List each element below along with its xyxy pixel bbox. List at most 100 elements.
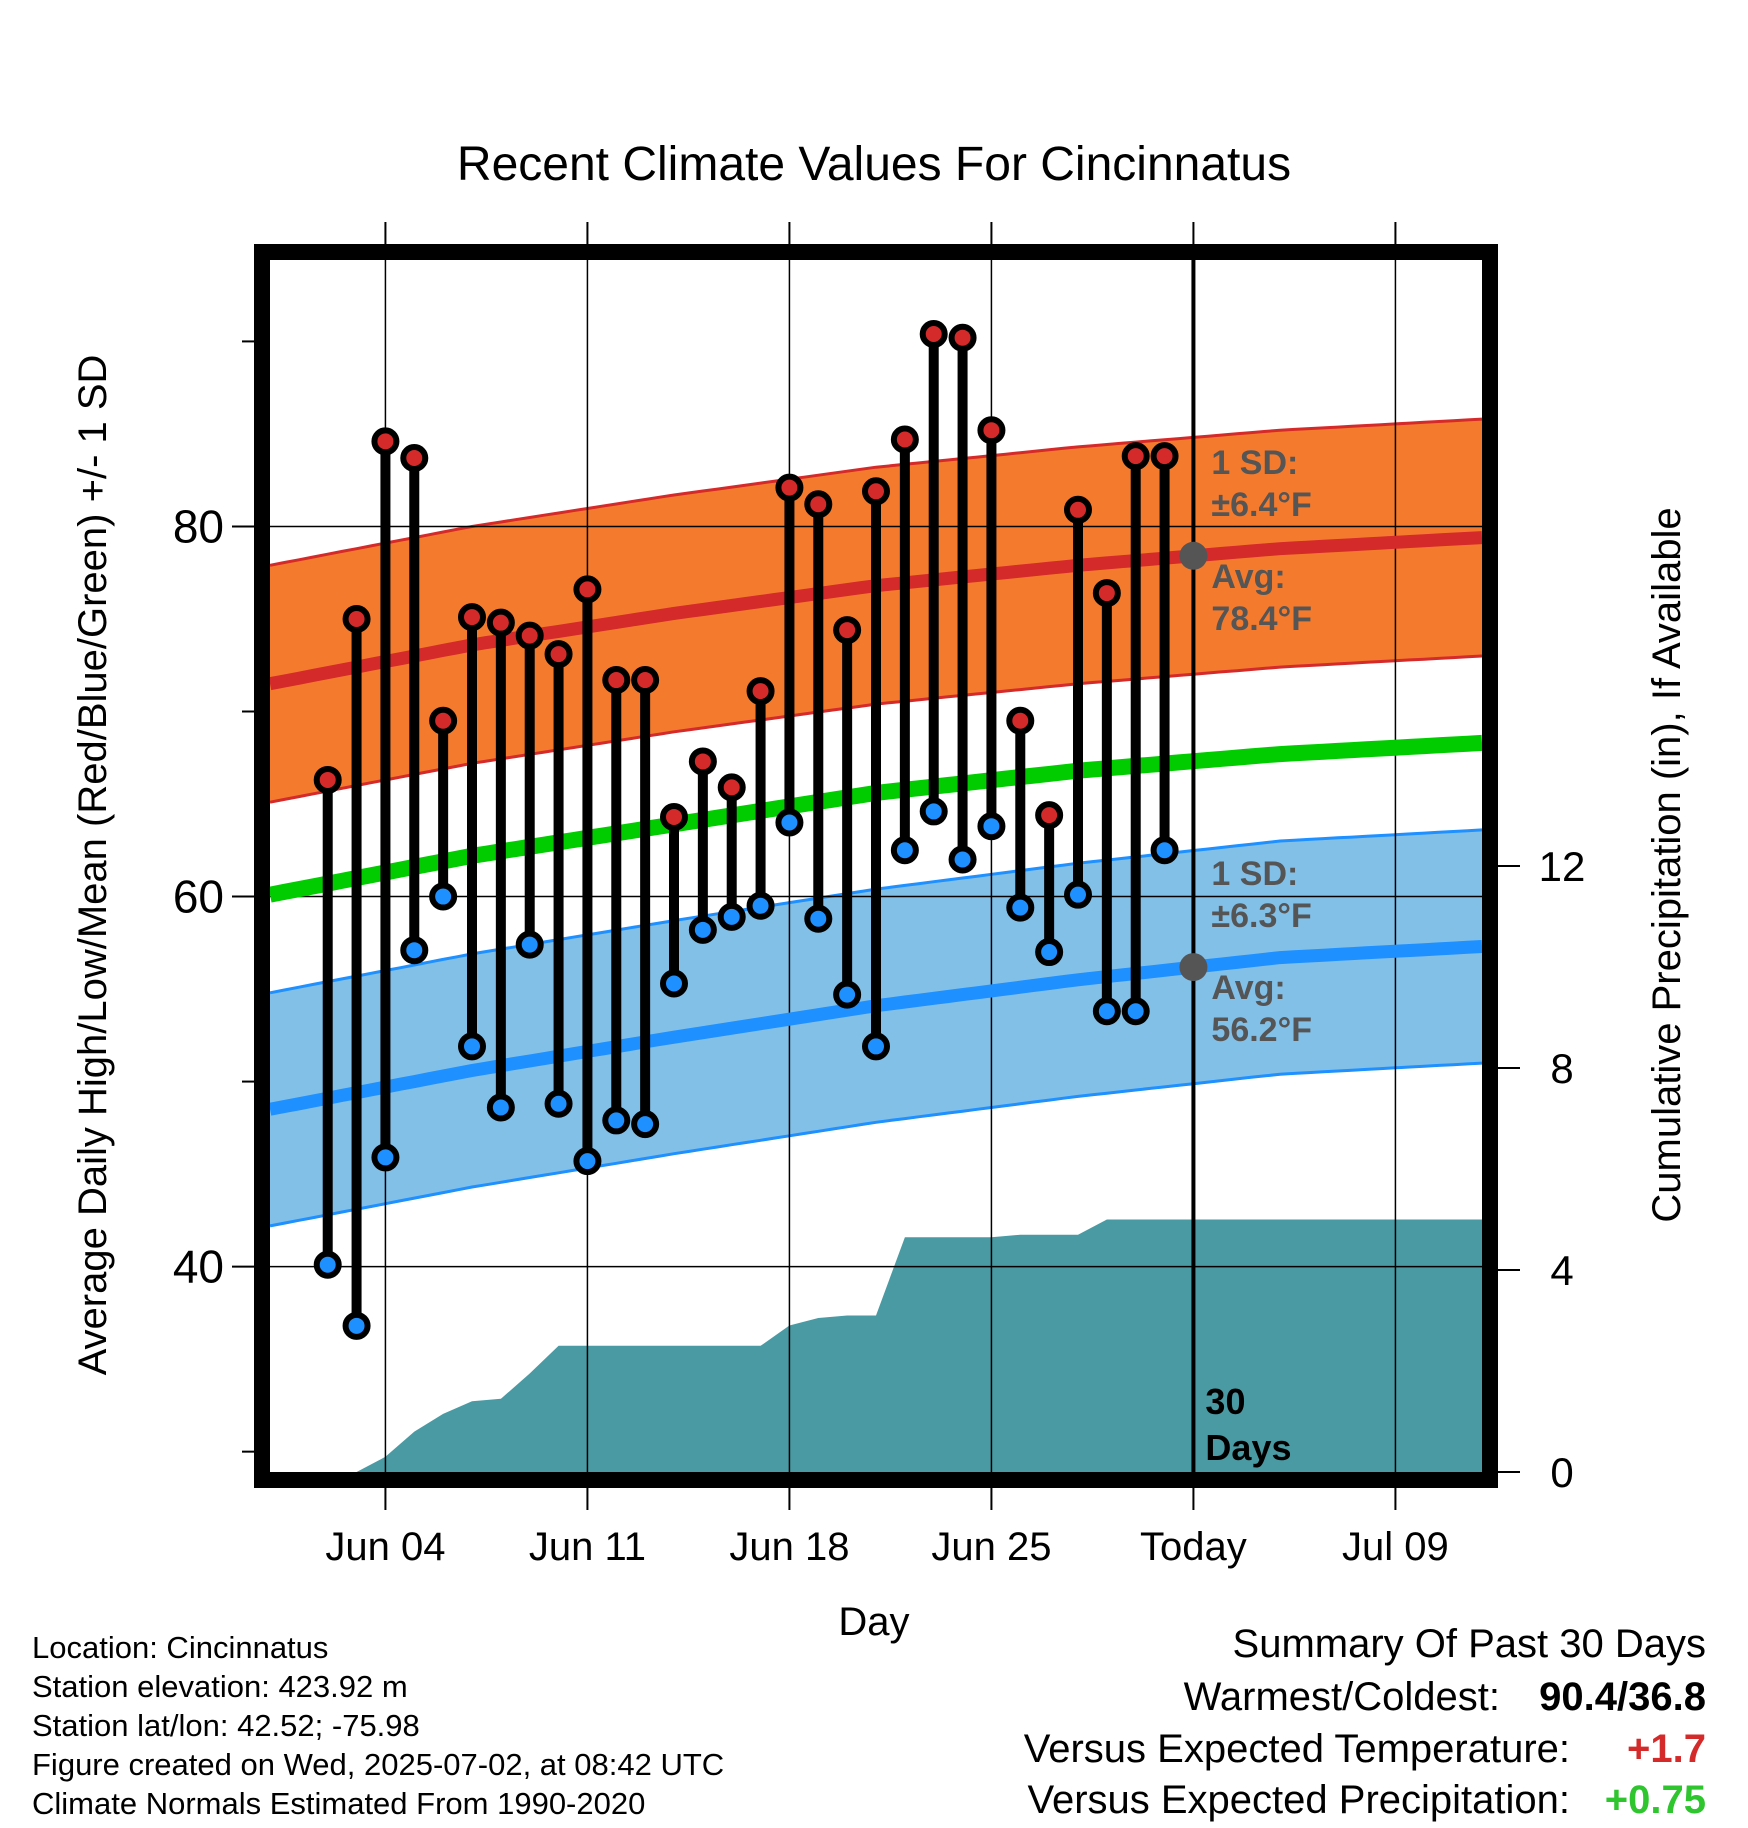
warmest-coldest-label: Warmest/Coldest: — [1184, 1675, 1500, 1719]
high-point — [977, 416, 1006, 445]
low-point — [919, 797, 948, 826]
daily-range-stems — [322, 334, 1170, 1326]
low-point — [717, 902, 746, 931]
y-left-tick-label: 80 — [173, 500, 224, 552]
footer-elevation: Station elevation: 423.92 m — [32, 1669, 408, 1704]
low-point — [371, 1143, 400, 1172]
x-tick-label: Jun 04 — [325, 1525, 445, 1569]
low-point — [573, 1147, 602, 1176]
low-point — [862, 1032, 890, 1061]
y-left-tick-label: 60 — [173, 871, 224, 923]
high-point — [890, 425, 919, 454]
low-point — [515, 930, 544, 959]
high-point — [429, 706, 458, 735]
low-point — [313, 1250, 342, 1279]
high-point — [1092, 579, 1121, 608]
high-point — [313, 765, 342, 794]
plot-frame — [254, 244, 1498, 1488]
x-tick-label: Jul 09 — [1342, 1525, 1449, 1569]
y-right-tick-label: 0 — [1550, 1449, 1573, 1496]
high-point — [1121, 442, 1150, 471]
low-point — [1064, 880, 1092, 909]
high-point — [631, 666, 660, 695]
y-axis-right-label: Cumulative Precipitation (in), If Availa… — [1645, 507, 1689, 1222]
today-low-avg-marker — [1179, 953, 1208, 982]
low-point — [688, 915, 717, 944]
low-point — [429, 882, 458, 911]
low-sd-lower-edge — [269, 1061, 1483, 1228]
low-point — [1150, 836, 1179, 865]
low-point — [775, 808, 804, 837]
high-point — [342, 604, 371, 633]
footer-created: Figure created on Wed, 2025-07-02, at 08… — [32, 1747, 724, 1782]
high-point — [833, 616, 862, 645]
low-point — [1035, 938, 1064, 967]
summary-panel: Summary Of Past 30 Days Warmest/Coldest:… — [1024, 1622, 1706, 1822]
y-right-tick-label: 4 — [1550, 1247, 1573, 1294]
low-point — [1121, 997, 1150, 1026]
y-axis-left-label: Average Daily High/Low/Mean (Red/Blue/Gr… — [71, 355, 115, 1376]
precipitation-fill — [356, 1219, 1490, 1480]
high-point — [1035, 801, 1064, 830]
temp-departure-value: +1.7 — [1627, 1727, 1706, 1771]
chart-title: Recent Climate Values For Cincinnatus — [457, 138, 1291, 191]
x-tick-label: Jun 18 — [729, 1525, 849, 1569]
normal-annotations: 1 SD: ±6.4°F Avg: 78.4°F 1 SD: ±6.3°F Avg: 56.2… — [1179, 444, 1312, 1049]
today-high-avg-marker — [1179, 541, 1208, 570]
low-point — [458, 1032, 486, 1061]
low-point — [1092, 997, 1121, 1026]
window-days-unit: Days — [1205, 1427, 1291, 1468]
low-point — [948, 845, 977, 874]
high-point — [862, 477, 890, 506]
temp-departure-label: Versus Expected Temperature: — [1024, 1727, 1570, 1771]
high-point — [688, 747, 717, 776]
high-sd-value: ±6.4°F — [1211, 486, 1311, 524]
precipitation-area — [356, 1219, 1490, 1480]
precip-departure-value: +0.75 — [1605, 1778, 1706, 1822]
low-sd-label: 1 SD: — [1211, 855, 1298, 893]
x-axis-label: Day — [838, 1600, 909, 1644]
precip-departure-label: Versus Expected Precipitation: — [1027, 1778, 1570, 1822]
summary-title: Summary Of Past 30 Days — [1233, 1622, 1706, 1666]
high-point — [1006, 706, 1035, 735]
station-info: Location: Cincinnatus Station elevation:… — [32, 1630, 724, 1821]
high-point — [717, 773, 746, 802]
y-right-tick-label: 12 — [1539, 843, 1586, 890]
x-tick-label: Jun 25 — [931, 1525, 1051, 1569]
window-days-number: 30 — [1205, 1381, 1245, 1422]
high-point — [746, 677, 775, 706]
high-point — [515, 621, 544, 650]
low-point — [400, 936, 429, 965]
high-point — [948, 323, 977, 352]
y-left-tick-label: 40 — [173, 1241, 224, 1293]
axes: Jun 04 Jun 11 Jun 18 Jun 25 Today Jul 0940608… — [173, 222, 1586, 1569]
high-point — [919, 320, 948, 349]
low-point — [602, 1106, 631, 1135]
low-sd-value: ±6.3°F — [1211, 897, 1311, 935]
high-point — [486, 608, 515, 637]
low-point — [660, 969, 688, 998]
high-point — [602, 666, 631, 695]
high-point — [775, 473, 804, 502]
high-point — [660, 802, 688, 831]
high-point — [1064, 495, 1092, 524]
low-point — [977, 812, 1006, 841]
high-point — [400, 443, 429, 472]
high-sd-label: 1 SD: — [1211, 444, 1298, 482]
low-point — [544, 1089, 573, 1118]
low-point — [804, 904, 833, 933]
high-point — [573, 575, 602, 604]
footer-latlon: Station lat/lon: 42.52; -75.98 — [32, 1708, 420, 1743]
high-avg-value: 78.4°F — [1211, 600, 1312, 638]
footer-normals: Climate Normals Estimated From 1990-2020 — [32, 1786, 645, 1821]
daily-points — [313, 320, 1179, 1340]
high-point — [371, 427, 400, 456]
low-point — [1006, 893, 1035, 922]
low-point — [486, 1093, 515, 1122]
low-point — [746, 891, 775, 920]
x-tick-label: Today — [1140, 1525, 1247, 1569]
today-marker: 30 Days — [1191, 260, 1291, 1472]
high-point — [804, 490, 833, 519]
low-point — [833, 980, 862, 1009]
